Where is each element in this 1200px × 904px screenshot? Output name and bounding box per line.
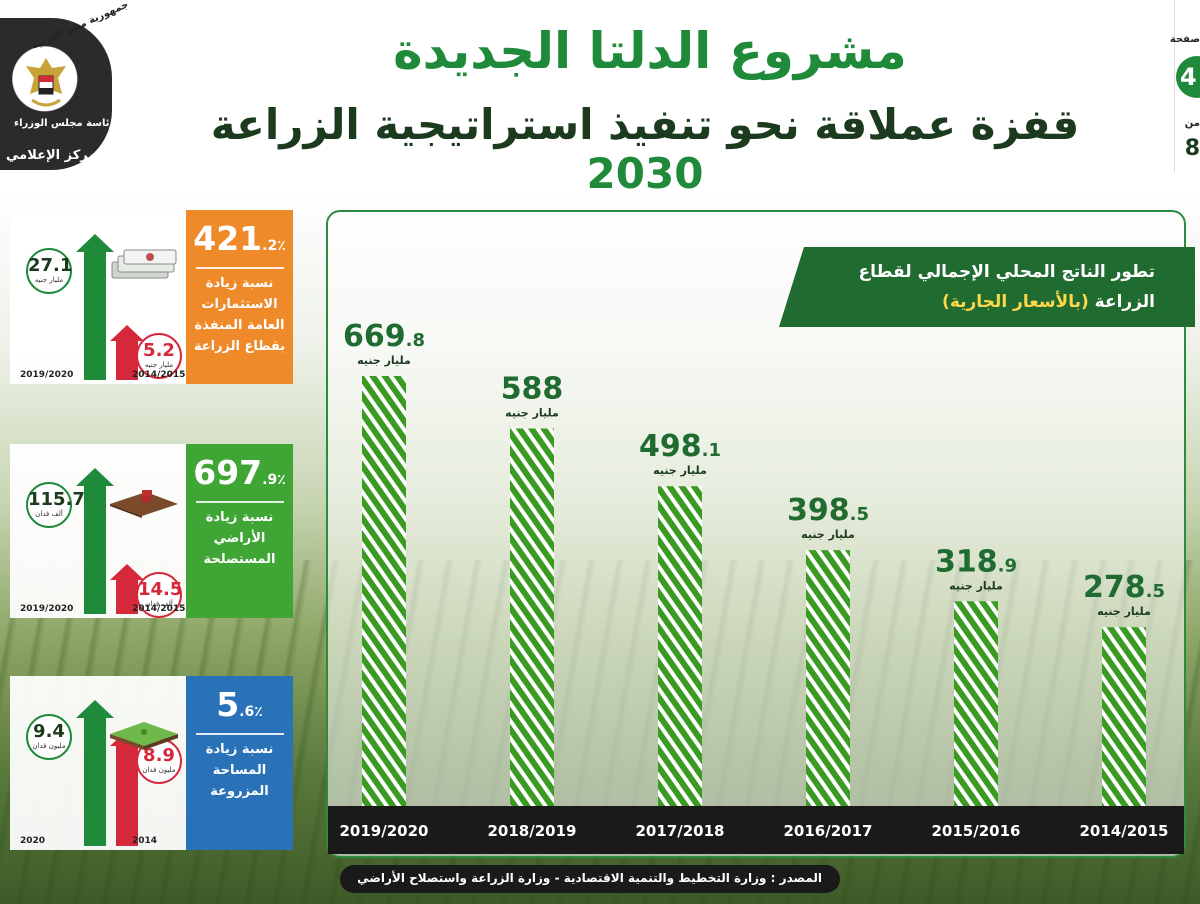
increase-arrow-icon bbox=[76, 234, 114, 380]
bar-value-label: 588 bbox=[501, 372, 564, 407]
page-label: صفحة bbox=[1169, 34, 1200, 45]
tractor-field-icon bbox=[106, 482, 182, 518]
x-tick-label: 2019/2020 bbox=[340, 822, 429, 840]
stat-card-visual: 9.4 مليون فدان 8.9 مليون فدان 2020 2014 bbox=[10, 676, 186, 850]
bar-2015/2016 bbox=[954, 601, 998, 806]
page-indicator: صفحة 4 من 8 bbox=[1170, 0, 1200, 172]
bar-2018/2019 bbox=[510, 428, 554, 806]
new-year: 2019/2020 bbox=[20, 370, 74, 380]
subtitle-text: قفزة عملاقة نحو تنفيذ استراتيجية الزراعة bbox=[210, 100, 1080, 149]
new-year: 2019/2020 bbox=[20, 604, 74, 614]
page-subtitle: قفزة عملاقة نحو تنفيذ استراتيجية الزراعة… bbox=[150, 100, 1140, 198]
bar-2019/2020 bbox=[362, 376, 406, 806]
stat-card-visual: 27.1 مليار جنيه 5.2 مليار جنيه 2019/2020… bbox=[10, 210, 186, 384]
x-tick-label: 2016/2017 bbox=[784, 822, 873, 840]
bar-value-label: 498.1 bbox=[639, 429, 721, 464]
bar-unit-label: مليار جنيه bbox=[1097, 605, 1151, 618]
base-arrow-icon bbox=[110, 564, 144, 614]
old-value-unit: ألف فدان bbox=[145, 600, 173, 608]
bar-2014/2015 bbox=[1102, 627, 1146, 806]
old-year: 2014/2015 bbox=[132, 604, 186, 614]
bar-value-label: 318.9 bbox=[935, 544, 1017, 579]
chart-title-line1: تطور الناتج المحلي الإجمالي لقطاع bbox=[858, 262, 1155, 282]
x-tick-label: 2015/2016 bbox=[932, 822, 1021, 840]
page-title: مشروع الدلتا الجديدة bbox=[393, 22, 907, 80]
base-arrow-icon bbox=[110, 325, 144, 380]
old-value-circle: 14.5 ألف فدان bbox=[136, 572, 182, 618]
new-value-unit: مليار جنيه bbox=[34, 276, 64, 284]
new-value: 115.7 bbox=[28, 489, 85, 510]
page-of-label: من bbox=[1184, 118, 1200, 129]
bar-value-label: 398.5 bbox=[787, 493, 869, 528]
chart-title-line2: الزراعة (بالأسعار الجارية) bbox=[791, 287, 1155, 317]
logo-text-bottom: المركز الإعلامي bbox=[6, 148, 107, 163]
new-value-circle: 115.7 ألف فدان bbox=[26, 482, 85, 528]
chart-title: تطور الناتج المحلي الإجمالي لقطاع الزراع… bbox=[779, 247, 1195, 327]
stat-card-panel: 697.9٪ نسبة زيادة الأراضي المستصلحة bbox=[186, 444, 293, 618]
old-value: 8.9 bbox=[143, 745, 175, 766]
bar-unit-label: مليار جنيه bbox=[949, 579, 1003, 592]
subtitle-year: 2030 bbox=[586, 149, 704, 198]
old-value-unit: مليون فدان bbox=[142, 766, 176, 774]
new-value: 27.1 bbox=[28, 255, 73, 276]
x-tick-label: 2017/2018 bbox=[636, 822, 725, 840]
old-value: 14.5 bbox=[138, 579, 183, 600]
page-total: 8 bbox=[1184, 136, 1200, 161]
new-value-circle: 27.1 مليار جنيه bbox=[26, 248, 72, 294]
stat-card-panel: 5.6٪ نسبة زيادة المساحة المزروعة bbox=[186, 676, 293, 850]
panel-divider bbox=[195, 733, 284, 735]
stat-card-panel: 421.2٪ نسبة زيادة الاستثمارات العامة الم… bbox=[186, 210, 293, 384]
bar-2017/2018 bbox=[658, 486, 702, 806]
increase-arrow-icon bbox=[76, 468, 114, 614]
percent-increase: 5.6٪ bbox=[216, 685, 263, 724]
stat-card: 9.4 مليون فدان 8.9 مليون فدان 2020 2014 … bbox=[10, 676, 293, 850]
x-tick-label: 2014/2015 bbox=[1080, 822, 1169, 840]
stat-card-visual: 115.7 ألف فدان 14.5 ألف فدان 2019/2020 2… bbox=[10, 444, 186, 618]
bar-2016/2017 bbox=[806, 550, 850, 806]
source-note: المصدر : وزارة التخطيط والتنمية الاقتصاد… bbox=[340, 865, 840, 893]
chart-title-prices: (بالأسعار الجارية) bbox=[942, 292, 1089, 312]
stat-card: 27.1 مليار جنيه 5.2 مليار جنيه 2019/2020… bbox=[10, 210, 293, 384]
old-value-circle: 5.2 مليار جنيه bbox=[136, 333, 182, 379]
panel-divider bbox=[195, 267, 284, 269]
new-value-unit: مليون فدان bbox=[32, 742, 66, 750]
stat-card: 115.7 ألف فدان 14.5 ألف فدان 2019/2020 2… bbox=[10, 444, 293, 618]
old-value-circle: 8.9 مليون فدان bbox=[136, 738, 182, 784]
bar-value-label: 278.5 bbox=[1083, 570, 1165, 605]
page-number: 4 bbox=[1176, 56, 1200, 98]
bar-value-label: 669.8 bbox=[343, 319, 425, 354]
eagle-emblem-icon bbox=[26, 58, 66, 107]
bar-unit-label: مليار جنيه bbox=[801, 528, 855, 541]
bar-unit-label: مليار جنيه bbox=[357, 354, 411, 367]
new-value: 9.4 bbox=[33, 721, 65, 742]
new-year: 2020 bbox=[20, 836, 46, 846]
old-value: 5.2 bbox=[143, 340, 175, 361]
old-value-unit: مليار جنيه bbox=[144, 361, 174, 369]
chart-title-sector: الزراعة bbox=[1094, 292, 1155, 312]
stat-description: نسبة زيادة الأراضي المستصلحة bbox=[203, 510, 276, 567]
bar-unit-label: مليار جنيه bbox=[505, 407, 559, 420]
base-arrow-icon bbox=[110, 730, 144, 846]
stat-description: نسبة زيادة المساحة المزروعة bbox=[205, 742, 274, 799]
farm-plot-icon bbox=[106, 714, 182, 750]
cabinet-logo: جمهورية مصر العربية رئاسة مجلس الوزراء ا… bbox=[0, 0, 130, 170]
panel-divider bbox=[195, 501, 284, 503]
increase-arrow-icon bbox=[76, 700, 114, 846]
percent-increase: 421.2٪ bbox=[193, 219, 286, 258]
bar-unit-label: مليار جنيه bbox=[653, 464, 707, 477]
logo-text-mid: رئاسة مجلس الوزراء bbox=[14, 118, 116, 129]
x-axis-band bbox=[328, 806, 1184, 854]
new-value-circle: 9.4 مليون فدان bbox=[26, 714, 72, 760]
money-stack-icon bbox=[106, 248, 182, 284]
old-year: 2014/2015 bbox=[132, 370, 186, 380]
old-year: 2014 bbox=[132, 836, 158, 846]
stat-description: نسبة زيادة الاستثمارات العامة المنفذة بق… bbox=[193, 276, 286, 354]
percent-increase: 697.9٪ bbox=[193, 453, 286, 492]
x-tick-label: 2018/2019 bbox=[488, 822, 577, 840]
new-value-unit: ألف فدان bbox=[35, 510, 63, 518]
logo-text-top: جمهورية مصر العربية bbox=[30, 0, 131, 52]
